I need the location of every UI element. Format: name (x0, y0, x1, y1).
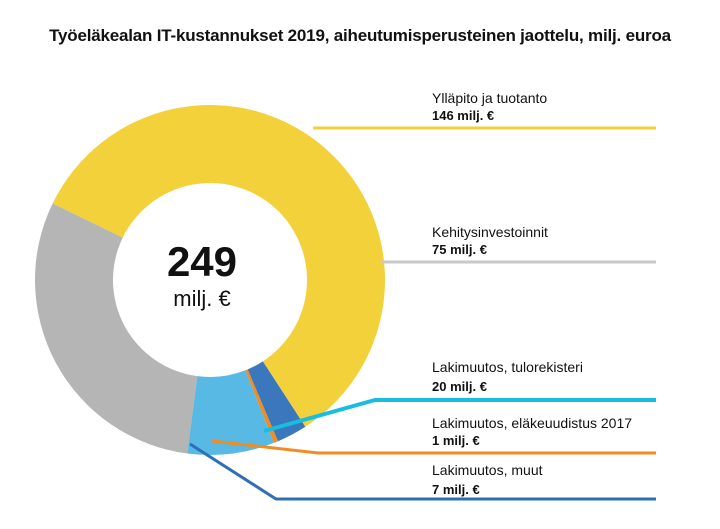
slice-kehitysinvestoinnit (35, 203, 198, 454)
legend-value-lakimuutos-elakeuudistus-2017: 1 milj. € (432, 433, 480, 448)
total-unit: milj. € (173, 286, 230, 311)
legend-value-lakimuutos-muut: 7 milj. € (432, 482, 480, 497)
slice-yllapito-ja-tuotanto (52, 105, 385, 427)
leader-line-lakimuutos-elakeuudistus-2017 (211, 439, 656, 455)
legend-name-lakimuutos-muut: Lakimuutos, muut (432, 462, 543, 478)
legend-name-kehitysinvestoinnit: Kehitysinvestoinnit (432, 224, 548, 240)
leader-line-lakimuutos-muut (189, 442, 656, 501)
total-value: 249 (167, 238, 237, 285)
legend-value-lakimuutos-tulorekisteri: 20 milj. € (432, 379, 487, 394)
slice-lakimuutos-tulorekisteri (187, 370, 274, 455)
legend-value-kehitysinvestoinnit: 75 milj. € (432, 242, 487, 257)
slice-lakimuutos-elakeuudistus-2017 (245, 369, 279, 443)
legend-name-lakimuutos-tulorekisteri: Lakimuutos, tulorekisteri (432, 359, 583, 375)
legend-name-yllapito-ja-tuotanto: Ylläpito ja tuotanto (432, 90, 547, 106)
leader-line-lakimuutos-tulorekisteri (263, 398, 656, 433)
legend-name-lakimuutos-elakeuudistus-2017: Lakimuutos, eläkeuudistus 2017 (432, 415, 632, 431)
chart-title: Työeläkealan IT-kustannukset 2019, aiheu… (49, 26, 671, 45)
legend-value-yllapito-ja-tuotanto: 146 milj. € (432, 108, 494, 123)
slice-lakimuutos-muut (247, 361, 306, 442)
